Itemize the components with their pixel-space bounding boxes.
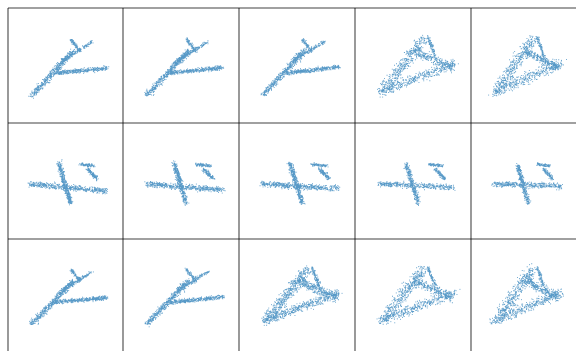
scatter-panel-r2-c3 [376, 265, 461, 325]
scatter-panel-r0-c3 [377, 34, 459, 98]
scatter-panel-r0-c0 [28, 39, 110, 99]
grid-lines [7, 7, 576, 351]
scatter-panel-r0-c4 [488, 35, 567, 97]
point-cloud-scatter [376, 265, 461, 325]
scatter-panel-r1-c0 [27, 159, 109, 206]
point-cloud-scatter [28, 39, 110, 99]
point-cloud-scatter [259, 161, 341, 205]
scatter-panel-r2-c1 [144, 267, 225, 328]
scatter-panel-r0-c2 [260, 38, 341, 97]
scatter-panel-r1-c4 [491, 162, 563, 205]
scatter-panel-r2-c0 [29, 268, 109, 325]
scatter-panel-r0-c1 [144, 37, 225, 97]
point-cloud-scatter [144, 267, 225, 328]
point-cloud-scatter [377, 162, 456, 206]
point-cloud-scatter [27, 159, 109, 206]
scatter-panel-r1-c2 [259, 161, 341, 205]
panels-layer [27, 34, 567, 328]
scatter-panel-r1-c1 [144, 160, 226, 206]
point-cloud-scatter [488, 35, 567, 97]
scatter-panel-r2-c2 [261, 265, 343, 326]
point-cloud-scatter [491, 162, 563, 205]
point-cloud-scatter [260, 38, 341, 97]
point-cloud-scatter [29, 268, 109, 325]
point-cloud-scatter [144, 37, 225, 97]
point-cloud-scatter [489, 263, 564, 325]
point-cloud-scatter [144, 160, 226, 206]
scatter-panel-r1-c3 [377, 162, 456, 206]
point-cloud-scatter [377, 34, 459, 98]
point-cloud-scatter [261, 265, 343, 326]
scatter-panel-r2-c4 [489, 263, 564, 325]
